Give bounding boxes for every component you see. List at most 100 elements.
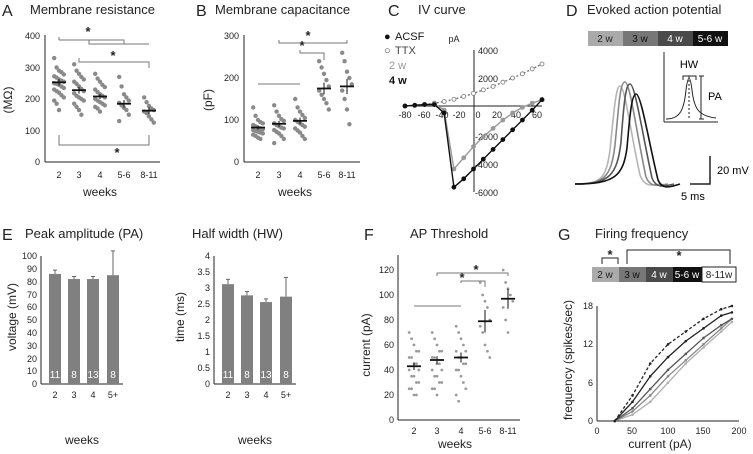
data-point	[324, 77, 329, 83]
data-point	[95, 106, 100, 111]
panel-letter-e: E	[2, 227, 13, 244]
x-tick-a: 4	[97, 170, 102, 180]
data-point	[76, 71, 82, 77]
data-point	[462, 362, 465, 366]
x-axis-label-e: weeks	[64, 433, 99, 447]
panel-title-e2: Half width (HW)	[192, 226, 283, 241]
data-point	[95, 76, 100, 81]
data-point	[486, 306, 489, 309]
data-point	[412, 343, 416, 347]
sample-size-label: 13	[260, 370, 272, 381]
data-point	[302, 124, 307, 129]
x-tick: 4	[90, 390, 95, 400]
iv-point	[510, 127, 516, 133]
iv-point	[480, 87, 486, 93]
significance-star-g: *	[676, 248, 682, 263]
data-point	[300, 112, 305, 118]
y-tick-f: 20	[384, 390, 394, 400]
y-axis-label-g: frequency (spikes/sec)	[561, 300, 575, 420]
x-tick-g: 100	[660, 426, 675, 436]
age-box-3w	[619, 267, 646, 282]
data-point	[293, 96, 298, 102]
age-box-label: 4 w	[651, 270, 667, 281]
data-point	[478, 324, 482, 328]
panel-title-c: IV curve	[418, 2, 466, 17]
firing-point	[648, 394, 652, 397]
bar	[107, 275, 119, 384]
x-tick: 5+	[281, 390, 291, 400]
data-point	[478, 281, 482, 284]
y-tick-e2: 4	[205, 251, 210, 261]
panel-e: E Peak amplitude (PA) voltage (mV) weeks…	[2, 226, 143, 447]
data-point	[317, 59, 322, 64]
data-point	[124, 107, 129, 113]
x-tick-c: -20	[452, 110, 465, 120]
x-tick-b: 8-11	[338, 170, 355, 180]
data-point	[56, 107, 62, 113]
data-point	[347, 122, 352, 127]
data-point	[435, 374, 439, 378]
panel-e2: Half width (HW) time (ms) weeks 0 0.5 1 …	[173, 226, 296, 447]
data-point	[144, 99, 149, 105]
significance-star-a: *	[114, 145, 120, 160]
data-point	[302, 136, 307, 142]
plot-area-a	[52, 55, 156, 125]
inset-markers	[682, 75, 704, 120]
y-tick-f: 80	[384, 315, 394, 325]
y-tick-e2: 1.5	[197, 331, 210, 341]
x-tick-c: 40	[511, 110, 521, 120]
panel-title-a: Membrane resistance	[30, 2, 155, 17]
data-point	[454, 324, 458, 328]
sample-size-label: 8	[283, 370, 289, 381]
age-box-811w	[701, 266, 737, 283]
data-point	[415, 349, 418, 353]
age-box-label: 8-11w	[706, 270, 733, 281]
y-tick-e: 70	[27, 290, 37, 300]
data-point	[281, 118, 286, 124]
iv-point	[480, 134, 486, 140]
firing-point	[719, 327, 723, 330]
iv-point	[422, 102, 427, 107]
y-tick-e2: 2.5	[197, 299, 210, 309]
sample-size-label: 11	[50, 370, 61, 381]
firing-point	[730, 320, 734, 324]
iv-point	[529, 100, 535, 106]
inset-ap-trace	[665, 77, 717, 120]
y-tick-e2: 0	[205, 379, 210, 389]
y-tick-g: 18	[583, 301, 593, 311]
iv-point	[412, 102, 418, 108]
bar	[241, 295, 253, 384]
plot-area-f	[407, 268, 515, 403]
iv-point	[480, 156, 486, 162]
x-tick-b: 5-6	[317, 170, 330, 180]
plot-area-g	[613, 304, 734, 423]
iv-point	[451, 184, 457, 190]
data-point	[344, 69, 350, 74]
significance-brackets-g	[601, 249, 731, 264]
y-axis-label-f: current (pA)	[359, 313, 373, 376]
panel-title-b: Membrane capacitance	[215, 2, 350, 17]
data-point	[483, 343, 487, 347]
data-point	[149, 117, 154, 122]
iv-point	[451, 96, 457, 102]
x-axis-label-a: weeks	[82, 185, 117, 199]
y-tick-b: 0	[234, 157, 239, 167]
inset-d: HW PA	[663, 52, 723, 123]
bar	[222, 284, 234, 384]
x-tick: 5+	[108, 390, 118, 400]
age-box-label: 2 w	[597, 270, 613, 281]
x-tick: 2	[225, 390, 230, 400]
data-point	[506, 331, 510, 334]
y-tick-f: 0	[389, 415, 394, 425]
data-point	[438, 381, 441, 384]
firing-point	[666, 374, 670, 378]
y-tick-e2: 3.5	[197, 267, 210, 277]
significance-brackets-b	[258, 40, 348, 85]
data-point	[151, 120, 156, 125]
data-point	[417, 368, 421, 372]
age-box-3w	[623, 31, 658, 46]
firing-point	[631, 400, 634, 404]
data-point	[438, 349, 441, 353]
iv-point	[529, 107, 535, 113]
firing-point	[702, 317, 705, 321]
